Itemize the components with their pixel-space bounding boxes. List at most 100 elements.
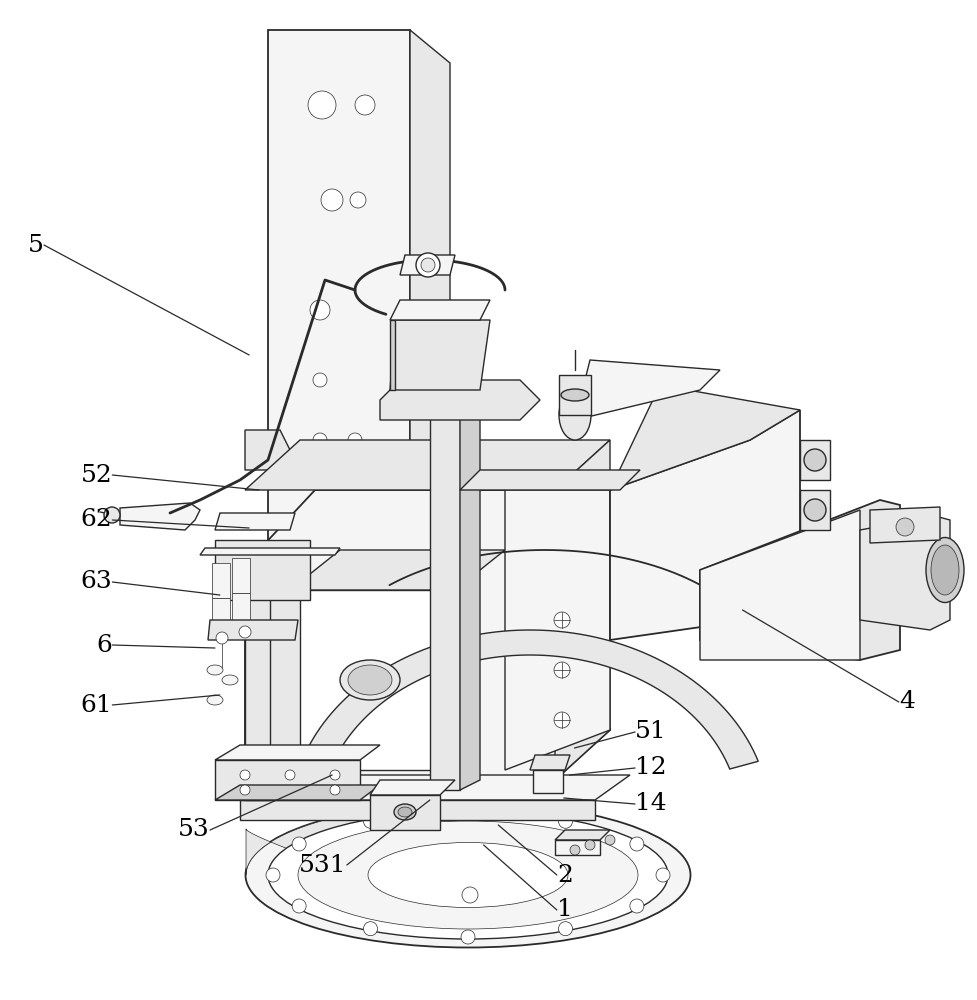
Circle shape xyxy=(630,837,644,851)
Polygon shape xyxy=(575,360,720,420)
Bar xyxy=(212,598,230,633)
Polygon shape xyxy=(460,470,640,490)
Text: 1: 1 xyxy=(557,898,573,922)
Polygon shape xyxy=(410,30,450,793)
Polygon shape xyxy=(215,745,380,760)
Text: 52: 52 xyxy=(81,464,112,487)
Circle shape xyxy=(239,626,251,638)
Circle shape xyxy=(363,922,377,936)
Circle shape xyxy=(285,770,295,780)
Polygon shape xyxy=(700,510,860,660)
Polygon shape xyxy=(555,830,610,840)
Circle shape xyxy=(554,662,570,678)
Circle shape xyxy=(292,899,306,913)
Circle shape xyxy=(559,922,573,936)
Circle shape xyxy=(240,785,250,795)
Circle shape xyxy=(216,632,228,644)
Bar xyxy=(232,558,250,593)
Polygon shape xyxy=(505,490,610,770)
Ellipse shape xyxy=(207,665,223,675)
Bar xyxy=(232,593,250,628)
Circle shape xyxy=(313,433,327,447)
Circle shape xyxy=(554,612,570,628)
Polygon shape xyxy=(610,410,800,640)
Ellipse shape xyxy=(435,391,465,409)
Polygon shape xyxy=(400,255,455,275)
Circle shape xyxy=(350,192,366,208)
Text: 51: 51 xyxy=(635,720,666,744)
Polygon shape xyxy=(246,804,433,900)
Polygon shape xyxy=(290,590,455,770)
Text: 53: 53 xyxy=(179,818,210,842)
Circle shape xyxy=(461,930,475,944)
Text: 12: 12 xyxy=(635,756,666,780)
Polygon shape xyxy=(460,360,480,790)
Ellipse shape xyxy=(268,811,668,939)
Bar xyxy=(212,563,230,598)
Polygon shape xyxy=(390,300,490,320)
Polygon shape xyxy=(215,785,380,800)
Polygon shape xyxy=(208,620,298,640)
Ellipse shape xyxy=(245,802,691,948)
Polygon shape xyxy=(370,795,440,830)
Ellipse shape xyxy=(340,660,400,700)
Polygon shape xyxy=(390,320,395,390)
Ellipse shape xyxy=(804,499,826,521)
Circle shape xyxy=(554,712,570,728)
Polygon shape xyxy=(302,630,758,769)
Polygon shape xyxy=(268,760,450,793)
Text: 14: 14 xyxy=(635,792,666,816)
Polygon shape xyxy=(245,560,270,800)
Circle shape xyxy=(462,887,478,903)
Ellipse shape xyxy=(207,695,223,705)
Circle shape xyxy=(330,785,340,795)
Polygon shape xyxy=(610,385,800,490)
Circle shape xyxy=(559,814,573,828)
Polygon shape xyxy=(240,800,595,820)
Circle shape xyxy=(310,300,330,320)
Circle shape xyxy=(421,258,435,272)
Polygon shape xyxy=(430,370,460,790)
Bar xyxy=(800,440,830,480)
Circle shape xyxy=(630,899,644,913)
Circle shape xyxy=(585,840,595,850)
Text: 531: 531 xyxy=(299,854,347,876)
Polygon shape xyxy=(290,550,505,590)
Text: 62: 62 xyxy=(81,508,112,532)
Bar xyxy=(435,395,465,415)
Ellipse shape xyxy=(298,821,638,929)
Ellipse shape xyxy=(368,842,568,908)
Bar xyxy=(533,770,563,793)
Circle shape xyxy=(321,189,343,211)
Polygon shape xyxy=(200,548,340,555)
Circle shape xyxy=(605,835,615,845)
Polygon shape xyxy=(370,780,455,795)
Polygon shape xyxy=(390,320,490,390)
Polygon shape xyxy=(555,840,600,855)
Polygon shape xyxy=(245,440,610,490)
Circle shape xyxy=(292,837,306,851)
Ellipse shape xyxy=(394,804,416,820)
Text: 2: 2 xyxy=(557,863,573,886)
Polygon shape xyxy=(215,513,295,530)
Ellipse shape xyxy=(398,807,412,817)
Circle shape xyxy=(330,770,340,780)
Circle shape xyxy=(461,806,475,820)
Polygon shape xyxy=(245,565,300,780)
Polygon shape xyxy=(700,500,900,660)
Polygon shape xyxy=(215,540,310,600)
Polygon shape xyxy=(860,516,950,630)
Circle shape xyxy=(240,770,250,780)
Polygon shape xyxy=(380,380,540,420)
Ellipse shape xyxy=(559,390,591,440)
Polygon shape xyxy=(245,430,290,470)
Text: 63: 63 xyxy=(81,570,112,593)
Circle shape xyxy=(570,845,580,855)
Circle shape xyxy=(308,91,336,119)
Polygon shape xyxy=(240,775,630,800)
Polygon shape xyxy=(870,507,940,543)
Ellipse shape xyxy=(348,665,392,695)
Circle shape xyxy=(355,95,375,115)
Circle shape xyxy=(363,814,377,828)
Text: 6: 6 xyxy=(97,634,112,656)
